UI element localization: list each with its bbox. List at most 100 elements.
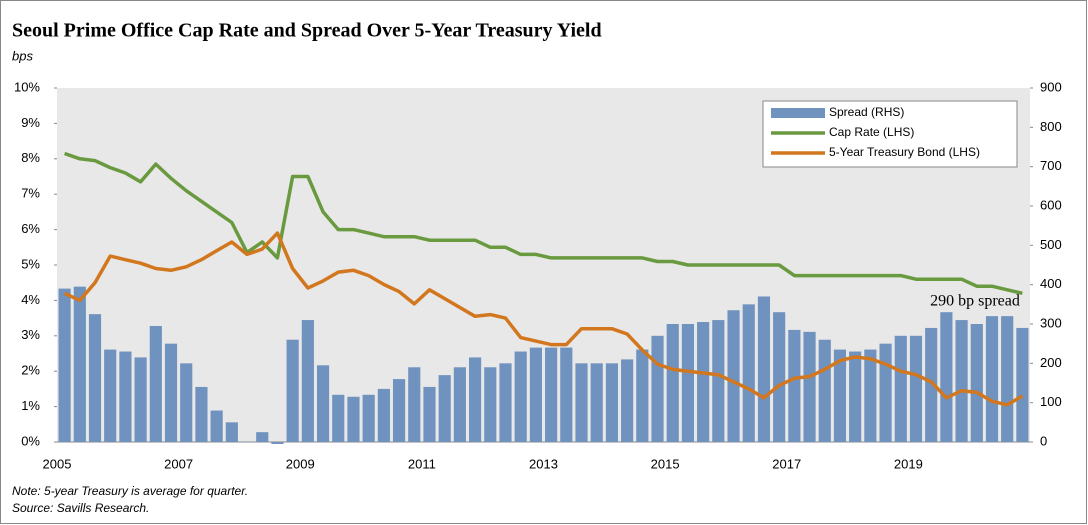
bar [180, 363, 193, 442]
bar [757, 296, 771, 442]
y-tick-label: 4% [21, 292, 40, 307]
bar [681, 324, 695, 442]
y2-tick-label: 600 [1040, 197, 1062, 212]
bar [955, 320, 968, 442]
y-tick-label: 8% [21, 150, 40, 165]
bar [134, 357, 147, 442]
legend-label: 5-Year Treasury Bond (LHS) [829, 145, 980, 159]
x-tick-label: 2011 [408, 456, 436, 471]
bar [164, 343, 178, 442]
bar [560, 347, 573, 442]
source: Source: Savills Research. [12, 501, 149, 515]
chart-title: Seoul Prime Office Cap Rate and Spread O… [12, 20, 602, 42]
bar [666, 324, 679, 442]
annotation: 290 bp spread [930, 293, 1020, 310]
legend-label: Spread (RHS) [829, 105, 904, 119]
y2-tick-label: 900 [1040, 79, 1062, 94]
subtitle: bps [12, 48, 33, 63]
y2-tick-label: 500 [1040, 237, 1062, 252]
bar [833, 349, 847, 442]
bar [545, 347, 558, 442]
bar [636, 349, 649, 442]
bar [864, 349, 877, 442]
bar [362, 394, 375, 442]
bar [499, 363, 512, 442]
bar [104, 349, 117, 442]
legend-label: Cap Rate (LHS) [829, 125, 914, 139]
bar [575, 363, 588, 442]
bar [316, 365, 330, 442]
y-tick-label: 0% [21, 433, 40, 448]
bar [818, 339, 831, 442]
x-tick-label: 2019 [894, 456, 923, 471]
bar [149, 325, 162, 442]
bar [240, 442, 254, 443]
y2-tick-label: 100 [1040, 394, 1062, 409]
bar [849, 351, 862, 442]
x-tick-label: 2017 [772, 456, 801, 471]
y-tick-label: 3% [21, 327, 40, 342]
bar [347, 396, 360, 442]
bar [256, 432, 269, 442]
bar [514, 351, 527, 442]
bar [727, 310, 740, 442]
bar [970, 324, 983, 442]
bar [712, 320, 725, 442]
y2-tick-label: 300 [1040, 315, 1062, 330]
y-tick-label: 10% [14, 79, 40, 94]
y2-tick-label: 700 [1040, 158, 1062, 173]
bar [286, 339, 299, 442]
note: Note: 5-year Treasury is average for qua… [12, 484, 248, 498]
line [64, 151, 1023, 296]
bar [1001, 316, 1014, 442]
x-tick-label: 2005 [43, 456, 72, 471]
bar [392, 379, 406, 442]
bar [88, 314, 102, 442]
bar [210, 410, 223, 442]
bar [985, 316, 999, 442]
y-tick-label: 5% [21, 256, 40, 271]
bar [225, 422, 238, 442]
bar [894, 335, 907, 442]
legend-swatch [771, 108, 825, 118]
bar [484, 367, 497, 442]
y2-tick-label: 200 [1040, 355, 1062, 370]
y-tick-label: 7% [21, 186, 40, 201]
bar [438, 375, 451, 442]
y2-tick-label: 0 [1040, 433, 1047, 448]
bar [73, 286, 86, 442]
y-tick-label: 2% [21, 363, 40, 378]
bar [377, 388, 390, 442]
bar [651, 335, 664, 442]
x-tick-label: 2009 [286, 456, 315, 471]
x-tick-label: 2015 [651, 456, 680, 471]
bar [697, 322, 710, 442]
y-tick-label: 9% [21, 115, 40, 130]
bar [742, 304, 755, 442]
bar [453, 367, 466, 442]
x-tick-label: 2007 [164, 456, 193, 471]
bar [58, 288, 71, 442]
bar [195, 386, 208, 442]
x-tick-label: 2013 [529, 456, 558, 471]
y-tick-label: 1% [21, 398, 40, 413]
bar [301, 320, 314, 442]
bar [788, 329, 801, 442]
y2-tick-label: 800 [1040, 119, 1062, 134]
bar [529, 347, 542, 442]
bar [925, 327, 938, 442]
bar [940, 312, 953, 442]
bar [332, 394, 345, 442]
bar [605, 363, 618, 442]
bar [879, 343, 892, 442]
y2-tick-label: 400 [1040, 276, 1062, 291]
line [63, 231, 1024, 407]
bar [621, 359, 634, 442]
bar [773, 312, 786, 442]
bar [423, 386, 436, 442]
bar [803, 331, 816, 442]
bar [408, 367, 421, 442]
y-tick-label: 6% [21, 221, 40, 236]
bar [119, 351, 132, 442]
